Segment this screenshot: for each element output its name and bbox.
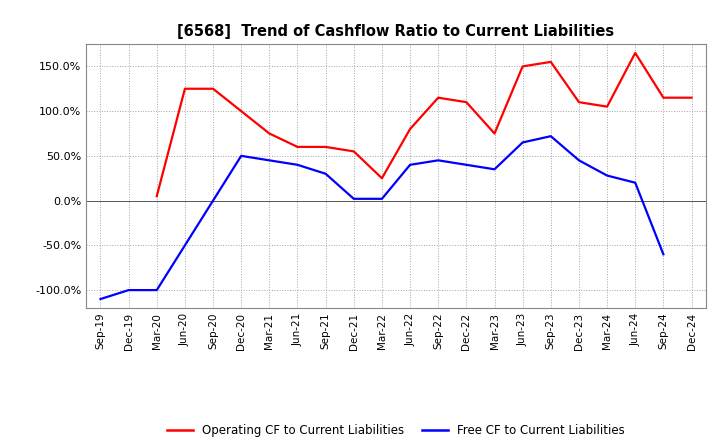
Operating CF to Current Liabilities (490, 131, 499, 136)
Operating CF to Current Liabilities (462, 99, 471, 105)
Operating CF to Current Liabilities (687, 95, 696, 100)
Free CF to Current Liabilities (603, 173, 611, 178)
Title: [6568]  Trend of Cashflow Ratio to Current Liabilities: [6568] Trend of Cashflow Ratio to Curren… (177, 24, 615, 39)
Operating CF to Current Liabilities (406, 126, 415, 132)
Free CF to Current Liabilities (546, 133, 555, 139)
Free CF to Current Liabilities (406, 162, 415, 168)
Operating CF to Current Liabilities (575, 99, 583, 105)
Free CF to Current Liabilities (125, 287, 133, 293)
Free CF to Current Liabilities (659, 252, 667, 257)
Line: Free CF to Current Liabilities: Free CF to Current Liabilities (101, 136, 663, 299)
Free CF to Current Liabilities (631, 180, 639, 185)
Free CF to Current Liabilities (96, 297, 105, 302)
Free CF to Current Liabilities (377, 196, 386, 202)
Operating CF to Current Liabilities (293, 144, 302, 150)
Free CF to Current Liabilities (153, 287, 161, 293)
Operating CF to Current Liabilities (434, 95, 443, 100)
Free CF to Current Liabilities (434, 158, 443, 163)
Free CF to Current Liabilities (349, 196, 358, 202)
Free CF to Current Liabilities (237, 153, 246, 158)
Free CF to Current Liabilities (490, 167, 499, 172)
Operating CF to Current Liabilities (518, 64, 527, 69)
Operating CF to Current Liabilities (265, 131, 274, 136)
Free CF to Current Liabilities (518, 140, 527, 145)
Free CF to Current Liabilities (209, 198, 217, 203)
Legend: Operating CF to Current Liabilities, Free CF to Current Liabilities: Operating CF to Current Liabilities, Fre… (162, 419, 630, 440)
Free CF to Current Liabilities (293, 162, 302, 168)
Operating CF to Current Liabilities (603, 104, 611, 109)
Operating CF to Current Liabilities (349, 149, 358, 154)
Line: Operating CF to Current Liabilities: Operating CF to Current Liabilities (157, 53, 691, 196)
Operating CF to Current Liabilities (659, 95, 667, 100)
Operating CF to Current Liabilities (631, 50, 639, 55)
Operating CF to Current Liabilities (321, 144, 330, 150)
Free CF to Current Liabilities (321, 171, 330, 176)
Operating CF to Current Liabilities (237, 109, 246, 114)
Operating CF to Current Liabilities (377, 176, 386, 181)
Operating CF to Current Liabilities (153, 194, 161, 199)
Operating CF to Current Liabilities (181, 86, 189, 92)
Free CF to Current Liabilities (265, 158, 274, 163)
Free CF to Current Liabilities (462, 162, 471, 168)
Operating CF to Current Liabilities (546, 59, 555, 65)
Free CF to Current Liabilities (575, 158, 583, 163)
Operating CF to Current Liabilities (209, 86, 217, 92)
